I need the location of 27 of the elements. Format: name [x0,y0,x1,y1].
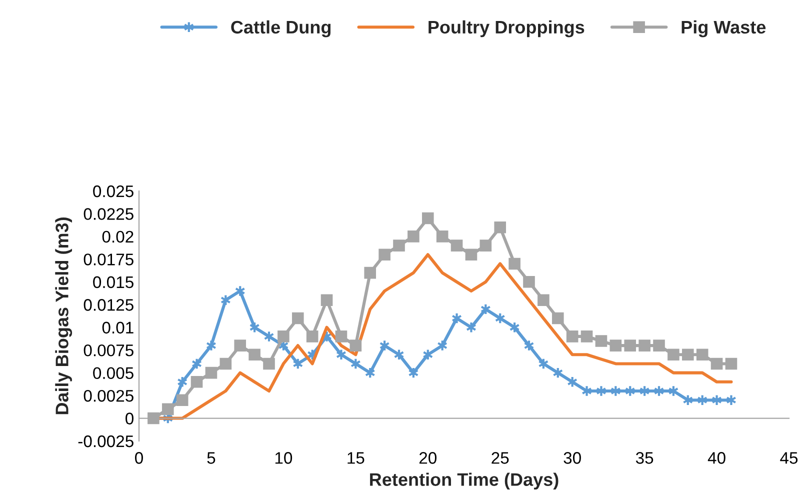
legend-label: Cattle Dung [231,20,331,38]
x-tick-label: 35 [636,452,654,464]
y-tick-label: 0.0225 [84,208,134,220]
y-tick-label: 0.0025 [84,390,134,402]
x-tick-label: 20 [419,452,437,464]
y-axis-title: Daily Biogas Yield (m3) [55,218,72,414]
y-tick-label: 0.015 [93,276,134,288]
x-axis-title: Retention Time (Days) [370,472,558,490]
x-tick-label: 10 [275,452,292,464]
y-tick-label: 0.01 [102,322,134,334]
x-tick-label: 45 [780,452,798,464]
y-tick-label: 0.0175 [84,254,134,266]
x-tick-label: 30 [564,452,581,464]
y-tick-label: 0.02 [102,230,134,243]
legend-label: Poultry Droppings [428,20,584,38]
x-tick-label: 5 [207,452,216,464]
x-tick-label: 15 [348,452,364,464]
x-tick-label: 0 [135,452,143,464]
x-tick-label: 25 [492,452,509,464]
y-tick-label: 0.025 [93,185,134,198]
y-tick-label: 0.0075 [84,344,134,356]
legend-label: Pig Waste [682,20,766,38]
y-tick-label: 0.005 [93,367,134,380]
y-tick-label: -0.0025 [78,435,134,448]
x-tick-label: 40 [708,452,726,464]
y-tick-label: 0 [126,412,134,424]
y-tick-label: 0.0125 [84,299,134,311]
